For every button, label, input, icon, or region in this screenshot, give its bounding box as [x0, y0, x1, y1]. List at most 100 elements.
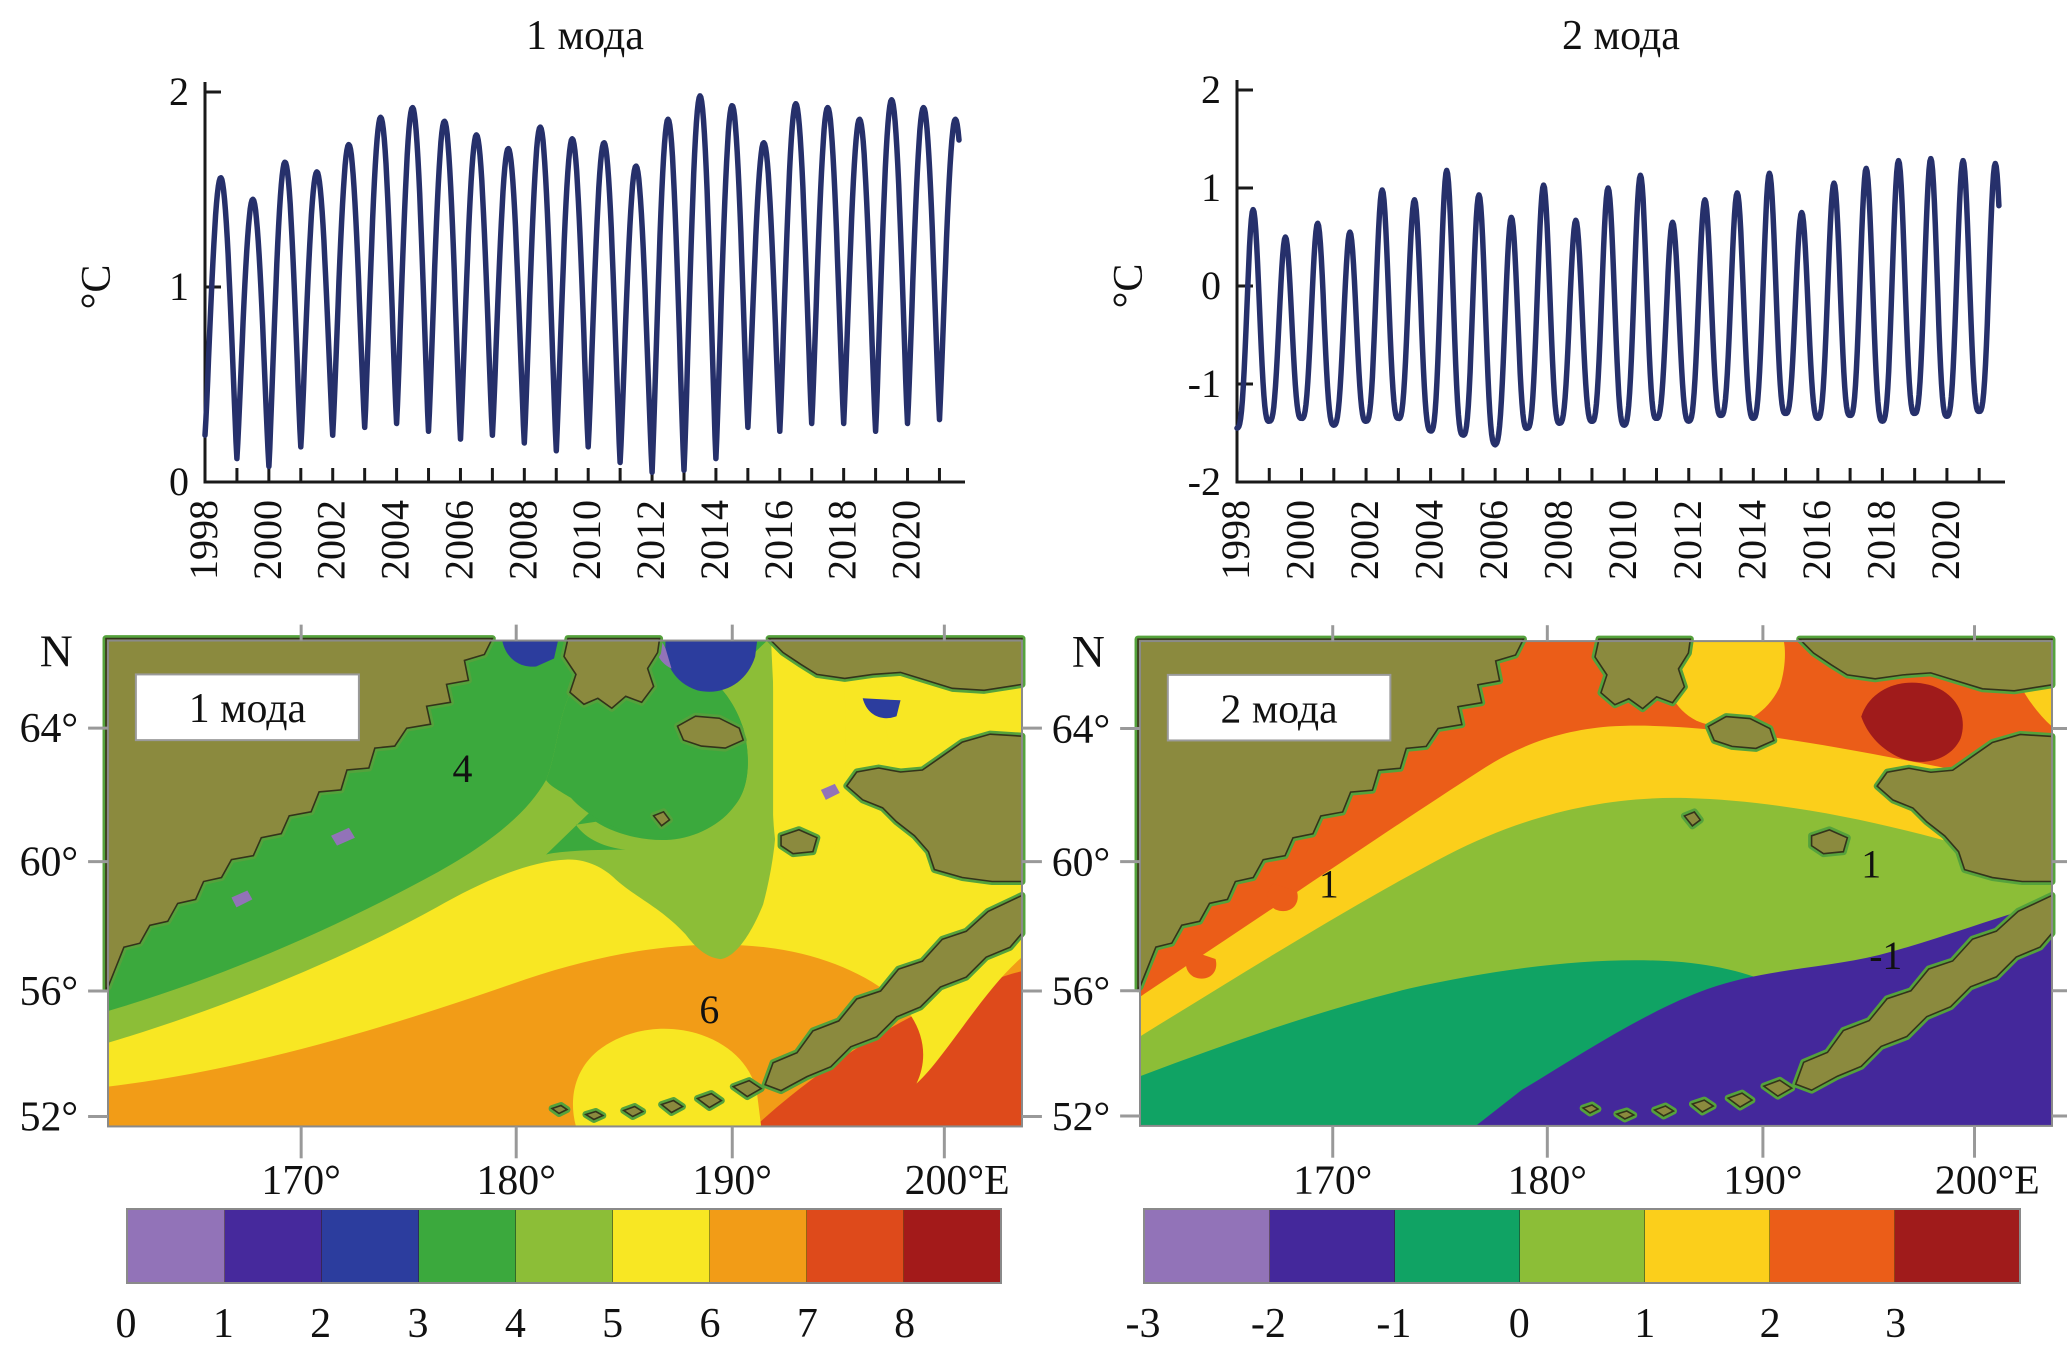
- sea-2to3-patch-strait: [665, 640, 758, 692]
- y-tick-label: 2: [169, 69, 189, 114]
- lon-label: 190°: [1723, 1157, 1802, 1203]
- lat-label: 64°: [1052, 706, 1110, 752]
- east-label: E: [984, 1158, 1010, 1204]
- year-tick-label: 2008: [500, 500, 545, 580]
- mode1-label-box: [134, 673, 360, 742]
- colorbar-segment-1: [1270, 1210, 1395, 1282]
- colorbar-mode2: -3 -2 -1 0 1 2 3: [1126, 1208, 2021, 1347]
- sea-over3-blob: [1861, 682, 1963, 762]
- colorbar-tick-label: 2: [1759, 1301, 1781, 1347]
- year-tick-label: 2002: [309, 500, 354, 580]
- sea-2to3-patch-bay: [502, 640, 559, 667]
- year-tick-label: 2000: [1278, 500, 1323, 580]
- series-line: [202, 93, 962, 476]
- colorbar-segment-2: [322, 1210, 419, 1282]
- year-tick-label: 2010: [1600, 500, 1645, 580]
- lon-label: 200°: [905, 1158, 984, 1204]
- y-tick-label: -1: [1188, 361, 1221, 406]
- colorbar-tick-label: 3: [407, 1301, 429, 1347]
- colorbar-segment-6: [710, 1210, 807, 1282]
- year-tick-label: 2004: [373, 500, 418, 580]
- year-tick-label: 2014: [692, 500, 737, 580]
- colorbar-segment-3: [419, 1210, 516, 1282]
- colorbar-bar: [1143, 1208, 2021, 1284]
- sea-0to1-sliver-3: [231, 890, 253, 908]
- colorbar-segment-7: [807, 1210, 904, 1282]
- year-tick-label: 2006: [436, 500, 481, 580]
- year-tick-label: 2012: [628, 500, 673, 580]
- lon-label: 190°: [693, 1158, 772, 1204]
- year-tick-label: 2016: [1794, 500, 1839, 580]
- year-tick-label: 2008: [1536, 500, 1581, 580]
- colorbar-segment-5: [1770, 1210, 1895, 1282]
- mode2-label: 2 мода: [1221, 687, 1338, 733]
- colorbar-tick-label: 0: [115, 1301, 137, 1347]
- colorbar-tick-label: -2: [1250, 1301, 1286, 1347]
- mode2-label-box: [1166, 673, 1392, 742]
- sea-1to2-top-notch: [1664, 641, 1785, 726]
- sea-0to1-sliver-2: [331, 827, 355, 846]
- colorbar-segment-4: [1645, 1210, 1770, 1282]
- lon-label: 170°: [1293, 1157, 1372, 1203]
- mode1-label: 1 мода: [189, 686, 306, 732]
- y-tick-label: 1: [169, 264, 189, 309]
- colorbar-tick-label: 1: [212, 1301, 234, 1347]
- sea-2to3-patch-inlet: [862, 698, 901, 719]
- year-tick-label: 2002: [1342, 500, 1387, 580]
- colorbar-segment-4: [516, 1210, 613, 1282]
- east-label: E: [2014, 1157, 2039, 1203]
- north-label: N: [1072, 626, 1105, 677]
- colorbar-segment-3: [1520, 1210, 1645, 1282]
- colorbar-tick-label: 5: [602, 1301, 624, 1347]
- contour-label-1-west: 1: [1319, 862, 1339, 906]
- colorbar-tick-label: 1: [1634, 1301, 1656, 1347]
- colorbar-tick-label: 0: [1508, 1301, 1530, 1347]
- year-tick-label: 1998: [181, 500, 226, 580]
- north-label: N: [40, 625, 73, 676]
- colorbar-tick-label: 7: [796, 1301, 818, 1347]
- y-axis-label: °C: [74, 265, 120, 310]
- y-tick-label: 2: [1201, 67, 1221, 112]
- year-tick-label: 2012: [1665, 500, 1710, 580]
- y-tick-label: 1: [1201, 165, 1221, 210]
- colorbar-tick-label: -3: [1125, 1301, 1161, 1347]
- sea-minus2tominus1-region: [1475, 901, 2052, 1126]
- map-axis-decorations: N 64° 60° 56° 52° 170° 180° 190° 200° E: [1052, 625, 2067, 1203]
- map-border: [107, 639, 1023, 1128]
- sea-2to3-bay-pocket-1: [1267, 883, 1298, 912]
- contour-label-4: 4: [452, 747, 472, 791]
- lon-label: 170°: [261, 1158, 340, 1204]
- lat-label: 52°: [1052, 1094, 1110, 1140]
- lon-label: 200°: [1935, 1157, 2014, 1203]
- sea-2to3-bay-pocket-2: [1185, 951, 1217, 979]
- year-tick-label: 2004: [1407, 500, 1452, 580]
- lat-label: 60°: [1052, 840, 1110, 886]
- year-tick-label: 2000: [245, 500, 290, 580]
- map-mode2: 1 1 -1 2 мода N 64° 60° 56° 52° 170° 180° 190° 2…: [1052, 625, 2067, 1203]
- year-tick-label: 2018: [1858, 500, 1903, 580]
- colorbar-mode1: 0 1 2 3 4 5 6 7 8: [116, 1208, 1002, 1347]
- colorbar-segment-0: [1145, 1210, 1270, 1282]
- timeseries-chart-1: 0 1 2 1998 2000 2002 2004 2006 2008 2010 2012 2014 2…: [74, 69, 965, 580]
- lat-label: 56°: [1052, 969, 1110, 1015]
- colorbar-tick-label: -1: [1376, 1301, 1412, 1347]
- contour-label-1-east: 1: [1861, 843, 1881, 887]
- sea-0to1-sliver-4: [820, 783, 840, 800]
- colorbar-tick-label: 4: [504, 1301, 526, 1347]
- colorbar-tick-label: 3: [1885, 1301, 1907, 1347]
- year-tick-label: 2010: [564, 500, 609, 580]
- y-tick-label: 0: [169, 459, 189, 504]
- timeseries-2-title: 2 мода: [1562, 13, 1680, 59]
- y-tick-label: -2: [1188, 459, 1221, 504]
- lat-label: 64°: [20, 706, 79, 752]
- lat-label: 52°: [20, 1094, 79, 1140]
- lon-label: 180°: [477, 1158, 556, 1204]
- map-mode1: 4 6 1 мода N 64° 60° 56° 52° 170° 180° 190° 200°…: [20, 624, 1042, 1204]
- lat-label: 56°: [20, 969, 79, 1015]
- year-tick-label: 2018: [820, 500, 865, 580]
- contour-label-minus1: -1: [1869, 934, 1902, 978]
- map-axis-decorations: N 64° 60° 56° 52° 170° 180° 190° 200° E: [20, 624, 1042, 1204]
- series-line: [1234, 155, 2002, 448]
- colorbar-tick-label: 8: [894, 1301, 916, 1347]
